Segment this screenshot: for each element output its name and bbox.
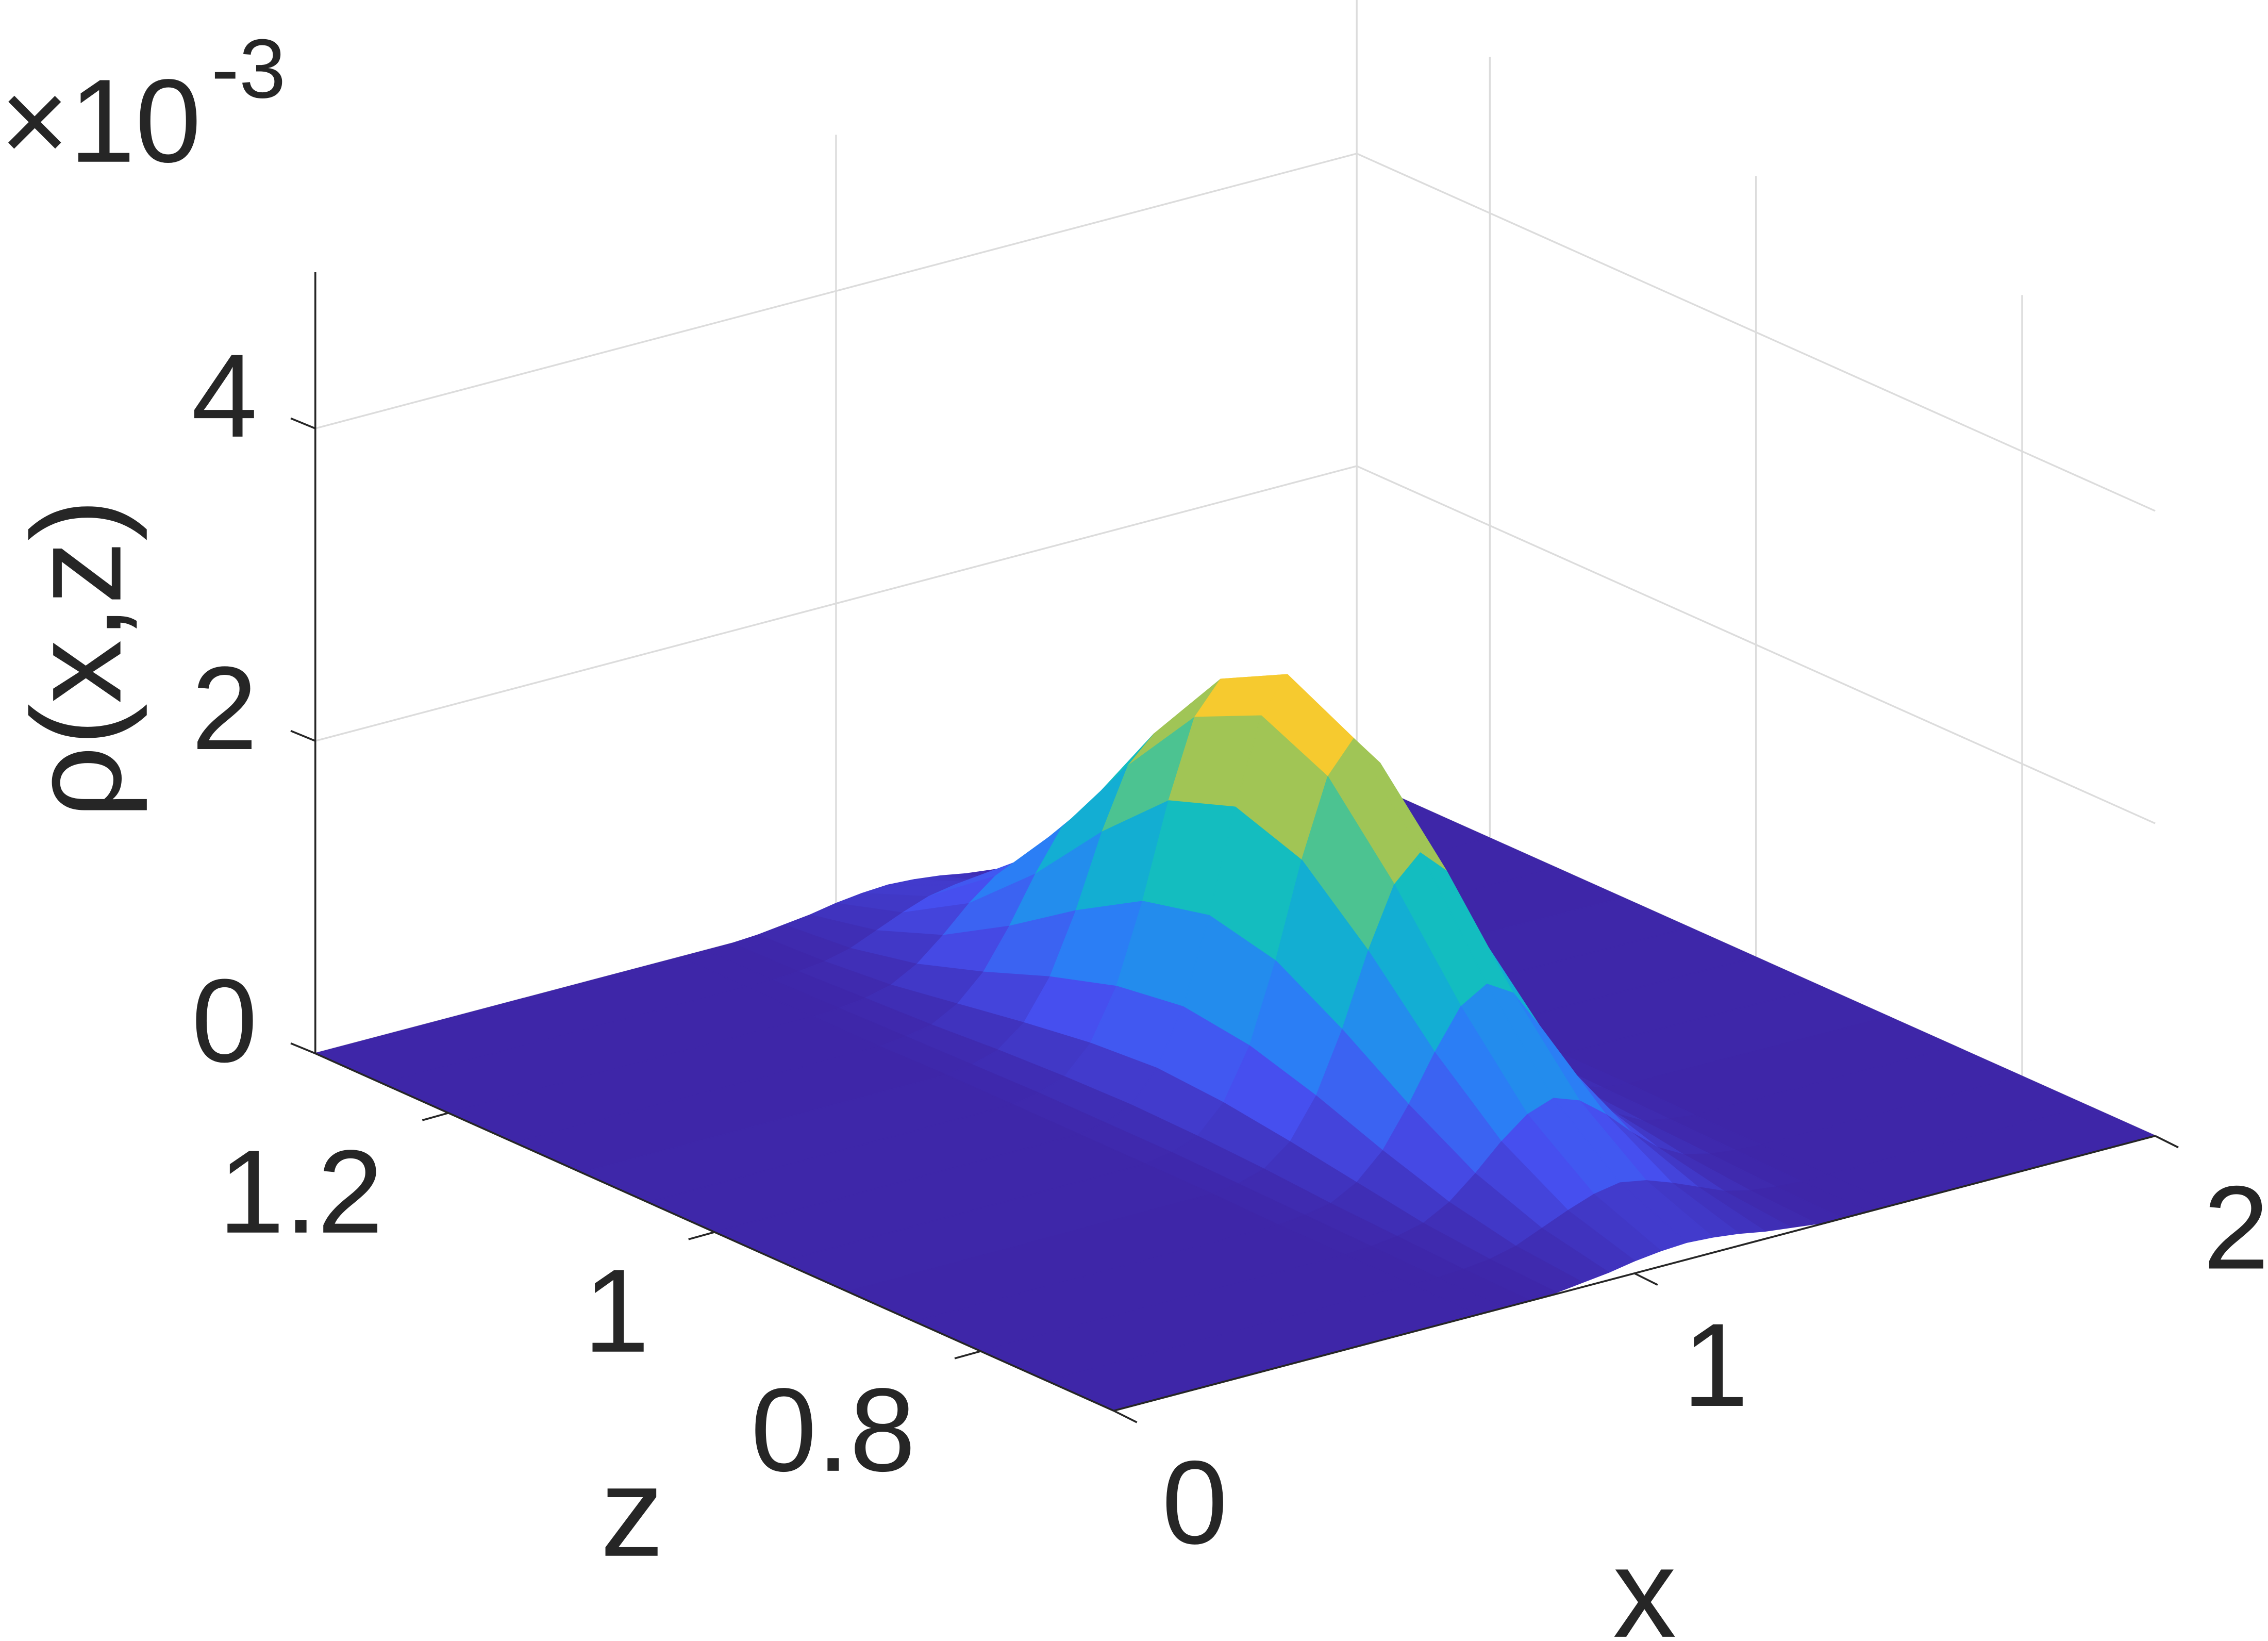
x-tick xyxy=(1113,1410,1138,1423)
x-tick xyxy=(1634,1272,1658,1286)
z-tick xyxy=(290,730,316,742)
y-tick xyxy=(954,1350,981,1360)
z-tick-label: 2 xyxy=(192,642,258,774)
exponent: -3 xyxy=(211,22,286,115)
x-tick-label: 1 xyxy=(1682,1299,1748,1431)
axes: 0 2 4 0 1 2 0.8 1 1.2 xyxy=(192,272,2268,1569)
y-tick xyxy=(422,1112,449,1121)
surface xyxy=(314,674,2156,1412)
x-axis-label: x xyxy=(1613,1522,1676,1641)
z-tick xyxy=(290,417,316,429)
exponent-base: ×10 xyxy=(0,55,201,187)
x-tick xyxy=(2155,1135,2179,1149)
y-tick-label: 0.8 xyxy=(751,1364,915,1496)
z-tick-label: 4 xyxy=(192,329,258,462)
y-axis-label: z xyxy=(601,1441,664,1583)
z-axis-label: ρ(x,z) xyxy=(6,499,148,818)
y-tick-label: 1.2 xyxy=(219,1125,383,1258)
z-tick-label: 0 xyxy=(192,954,258,1087)
z-tick xyxy=(290,1042,316,1054)
grid-line xyxy=(315,153,2156,512)
y-tick-label: 1 xyxy=(583,1245,649,1377)
y-tick xyxy=(688,1231,715,1240)
x-tick-label: 0 xyxy=(1162,1436,1228,1569)
x-tick-label: 2 xyxy=(2203,1161,2268,1294)
